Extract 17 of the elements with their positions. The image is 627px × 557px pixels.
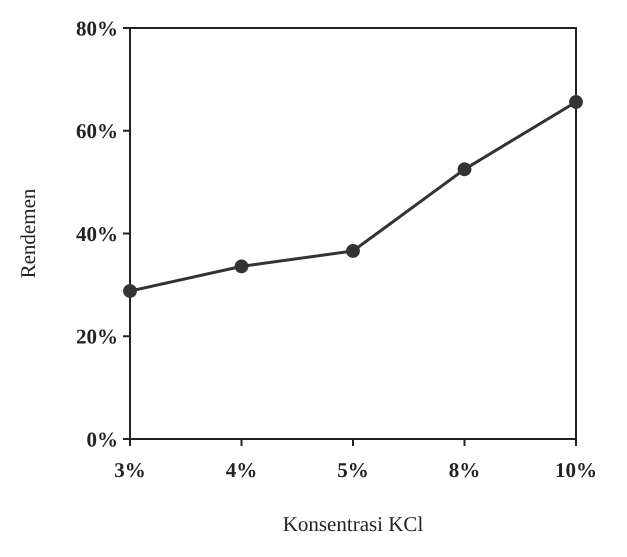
y-tick-label: 40% — [76, 222, 118, 246]
y-tick-label: 80% — [76, 16, 118, 40]
point — [234, 259, 248, 274]
point — [458, 162, 472, 176]
y-tick-label: 0% — [86, 427, 118, 452]
y-axis-title: Rendemen — [16, 188, 40, 278]
point — [346, 244, 360, 258]
x-tick-label: 10% — [555, 458, 597, 482]
x-tick-label: 3% — [114, 458, 146, 482]
x-tick-label: 4% — [226, 458, 258, 482]
y-tick-label: 60% — [76, 119, 118, 144]
x-axis-title: Konsentrasi KCl — [282, 512, 424, 536]
y-tick-label: 20% — [76, 324, 118, 349]
point — [123, 284, 137, 298]
x-tick-label: 8% — [448, 458, 480, 482]
point — [569, 95, 583, 109]
x-tick-label: 5% — [337, 458, 369, 482]
